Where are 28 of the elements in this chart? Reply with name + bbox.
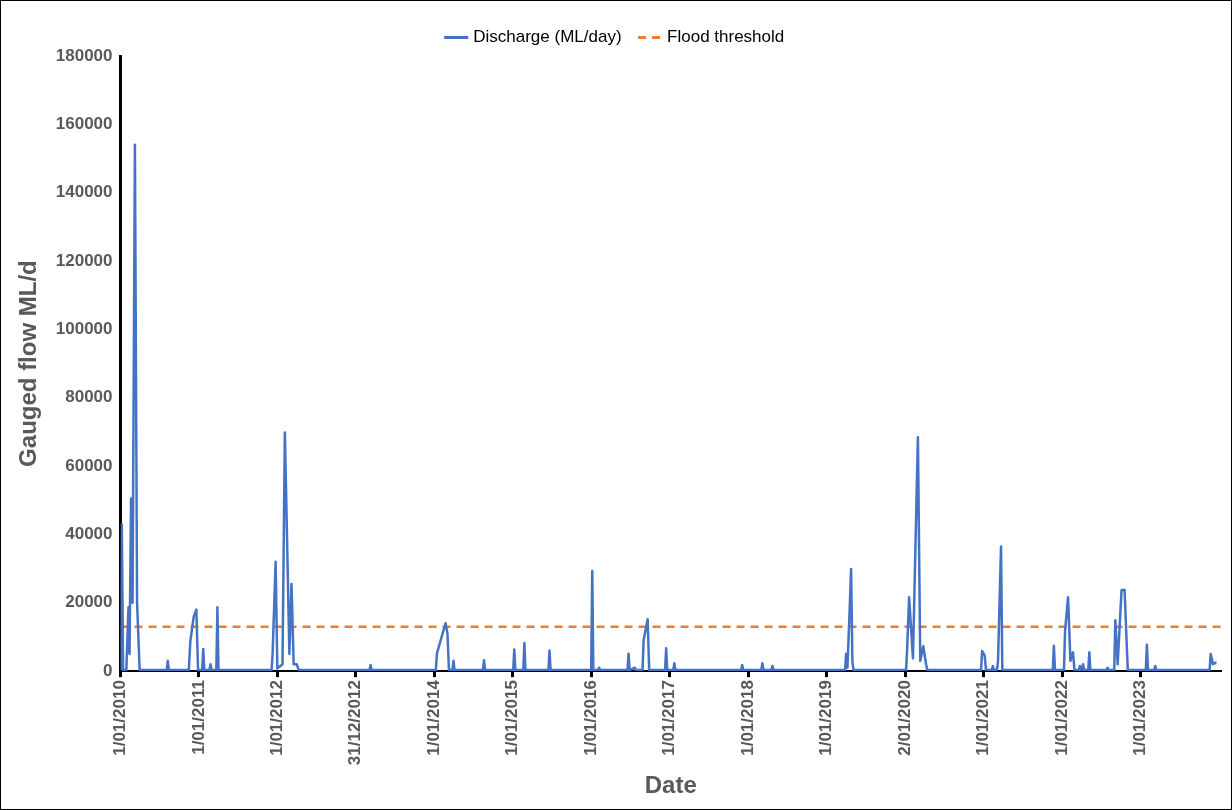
y-tick-label: 100000 — [55, 319, 113, 339]
y-tick-label: 0 — [103, 660, 113, 680]
y-tick-label: 40000 — [65, 524, 113, 544]
y-tick-label: 20000 — [65, 592, 113, 612]
x-tick-label: 1/01/2019 — [816, 680, 836, 756]
x-tick-label: 31/12/2012 — [345, 680, 365, 766]
y-tick-label: 140000 — [55, 182, 113, 202]
x-tick-label: 1/01/2021 — [973, 680, 993, 756]
x-tick-label: 1/01/2017 — [659, 680, 679, 756]
y-axis-title: Gauged flow ML/d — [14, 260, 42, 467]
x-tick-label: 1/01/2010 — [110, 680, 130, 756]
x-axis-title: Date — [644, 771, 697, 799]
x-tick-label: 2/01/2020 — [894, 680, 914, 756]
y-tick-label: 60000 — [65, 455, 113, 475]
x-tick-label: 1/01/2011 — [188, 680, 208, 755]
y-tick-label: 120000 — [55, 250, 113, 270]
y-tick-label: 80000 — [65, 387, 113, 407]
x-tick-label: 1/01/2012 — [267, 680, 287, 756]
legend-label: Flood threshold — [667, 27, 785, 47]
y-tick-label: 160000 — [55, 114, 113, 134]
y-tick-label: 180000 — [55, 45, 113, 65]
legend-label: Discharge (ML/day) — [473, 27, 622, 47]
x-tick-label: 1/01/2015 — [502, 680, 522, 756]
x-tick-label: 1/01/2014 — [424, 679, 444, 756]
x-tick-label: 1/01/2023 — [1130, 680, 1150, 756]
x-tick-label: 1/01/2022 — [1051, 680, 1071, 756]
x-tick-label: 1/01/2016 — [580, 680, 600, 756]
x-tick-label: 1/01/2018 — [737, 680, 757, 756]
